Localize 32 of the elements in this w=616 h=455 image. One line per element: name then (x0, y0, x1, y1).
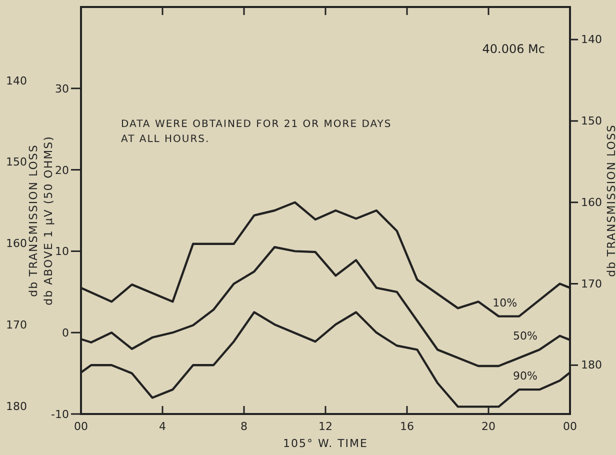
x-tick-label: 00 (74, 420, 88, 433)
annotation: 40.006 Mc (482, 42, 545, 56)
series-label: 10% (492, 296, 518, 310)
y3-tick-label: 150 (6, 156, 27, 169)
y-tick-label: 30 (55, 82, 69, 96)
x-axis-title: 105° W. TIME (282, 437, 368, 450)
annotation: AT ALL HOURS. (121, 134, 210, 145)
x-tick-label: 00 (563, 420, 577, 433)
y3-tick-label: 180 (6, 400, 27, 413)
series-label: 50% (512, 330, 538, 343)
y2-tick-label: 140 (581, 33, 602, 46)
y-tick-label: 0 (62, 326, 69, 340)
y2-tick-label: 160 (581, 196, 602, 209)
y2-tick-label: 150 (581, 114, 602, 128)
y-axis-title: db ABOVE 1 µV (50 OHMS) (42, 136, 55, 306)
x-tick-label: 20 (482, 420, 496, 433)
y3-tick-label: 140 (6, 74, 27, 88)
y2-tick-label: 170 (581, 277, 602, 290)
x-tick-label: 16 (400, 420, 414, 433)
series-label: 90% (512, 370, 538, 383)
x-tick-label: 12 (318, 420, 332, 433)
x-tick-label: 8 (240, 420, 248, 433)
y-tick-label: 10 (55, 245, 69, 258)
y2-tick-label: 180 (581, 358, 602, 372)
y-tick-label: -10 (51, 408, 69, 421)
y2-axis-title: db TRANSMISSION LOSS (605, 124, 616, 277)
x-tick-label: 4 (159, 420, 166, 433)
annotation: DATA WERE OBTAINED FOR 21 OR MORE DAYS (121, 119, 392, 130)
y3-axis-title: db TRANSMISSION LOSS (27, 144, 40, 297)
y-tick-label: 20 (55, 164, 69, 177)
y3-tick-label: 170 (6, 318, 27, 332)
y3-tick-label: 160 (6, 237, 27, 250)
